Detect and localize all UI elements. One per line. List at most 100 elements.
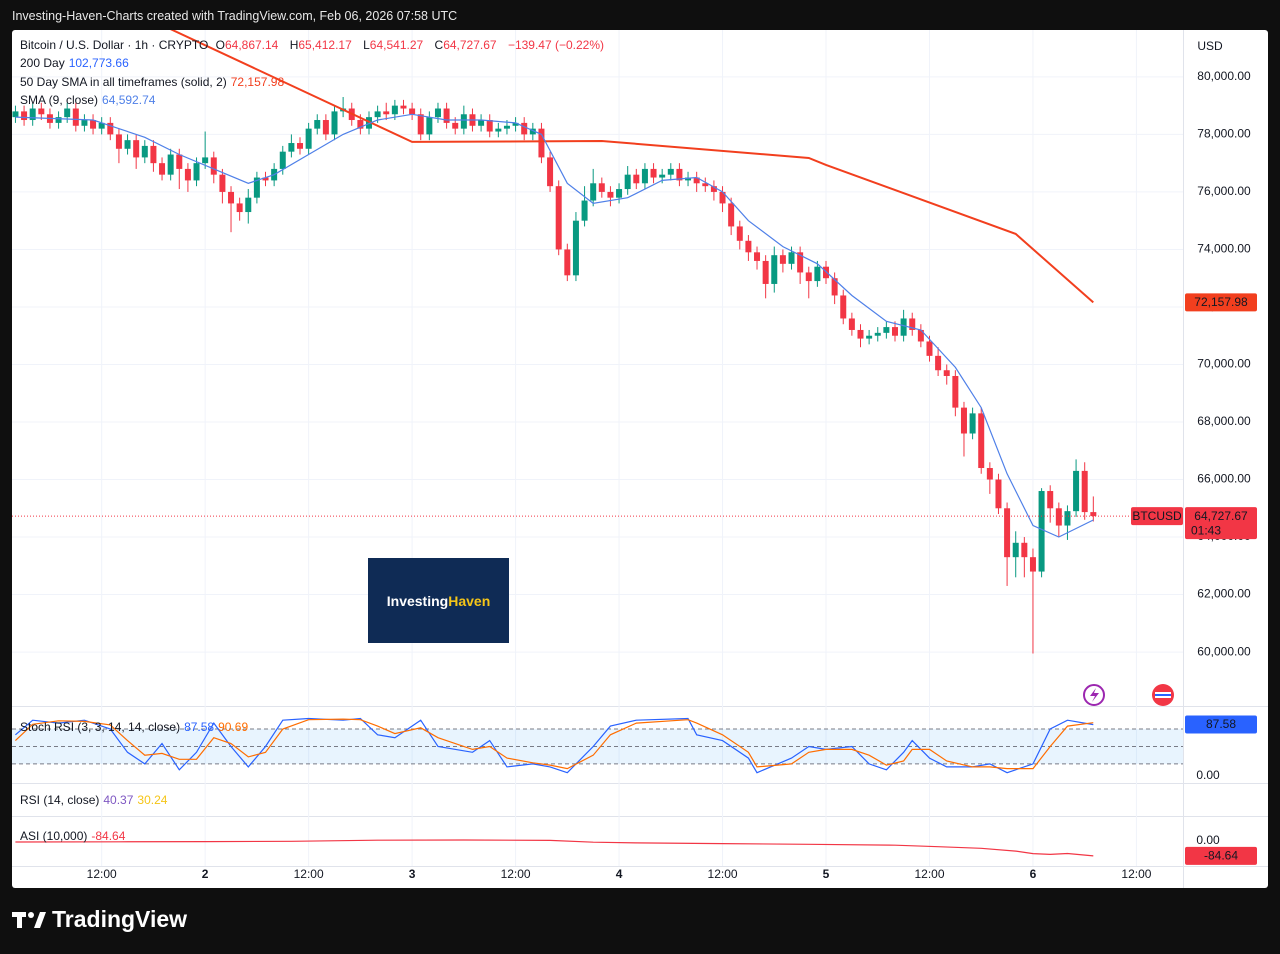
ohlc-key: O: [215, 38, 225, 52]
legend-value: 72,157.98: [230, 75, 285, 89]
pane-axis-label: 87.58: [1206, 717, 1236, 731]
y-tick-label: 60,000.00: [1197, 644, 1251, 658]
candle-body: [848, 318, 855, 330]
candle-body: [529, 128, 536, 135]
candle-body: [978, 413, 985, 469]
x-tick-label: 4: [616, 867, 623, 881]
candle-body: [12, 111, 19, 118]
y-tick-label: 70,000.00: [1197, 357, 1251, 371]
legend-row: 50 Day SMA in all timeframes (solid, 2) 7…: [20, 75, 288, 89]
candle-body: [184, 168, 191, 181]
candle-body: [374, 111, 381, 118]
candle-body: [38, 108, 45, 115]
line: [15, 839, 1094, 857]
symbol-box: [1131, 507, 1183, 526]
legend-row: SMA (9, close) 64,592.74: [20, 93, 159, 107]
logo-part: Investing: [386, 592, 449, 609]
candle-body: [547, 157, 554, 187]
candle-body: [1081, 470, 1088, 513]
pane-axis-label: -84.64: [1204, 849, 1238, 863]
currency: USD: [1197, 39, 1223, 53]
candle-body: [814, 266, 821, 282]
x-tick-label: 5: [823, 867, 830, 881]
candle-body: [1055, 508, 1062, 526]
candle-body: [572, 220, 579, 276]
candle-body: [478, 120, 485, 126]
x-tick-label: 12:00: [708, 867, 738, 881]
line: [15, 717, 1094, 774]
candle-body: [667, 168, 674, 175]
candle-body: [262, 177, 269, 181]
candle-body: [1064, 511, 1071, 526]
ohlc-value: 64,727.67: [443, 38, 497, 52]
ohlc: C64,727.67: [435, 38, 501, 52]
candle-body: [279, 151, 286, 169]
candle-body: [719, 191, 726, 204]
candle-body: [1004, 508, 1011, 558]
candle-body: [754, 252, 761, 261]
header-title: Investing-Haven-Charts created with Trad…: [12, 9, 458, 23]
candle-body: [115, 134, 122, 149]
rsi-legend: RSI (14, close) 40.37 30.24: [20, 793, 171, 807]
brand-name: TradingView: [52, 906, 188, 932]
ohlc: L64,541.27: [363, 38, 427, 52]
ohlc-value: 64,867.14: [224, 38, 279, 52]
candle-body: [331, 111, 338, 135]
legend-name: 200 Day: [20, 56, 65, 70]
candle-body: [1090, 512, 1097, 517]
candle-body: [710, 186, 717, 192]
ohlc-key: C: [434, 38, 444, 52]
candle-body: [564, 249, 571, 276]
candle-body: [943, 370, 950, 376]
candle-body: [797, 252, 804, 273]
candle-body: [64, 108, 71, 118]
candle-body: [736, 226, 743, 241]
candle-body: [1047, 491, 1054, 509]
candle-body: [460, 114, 467, 129]
candle-body: [503, 125, 510, 129]
line: [15, 113, 1094, 538]
legend-name: RSI (14, close): [20, 793, 100, 807]
candle-body: [72, 108, 79, 126]
candle-body: [443, 108, 450, 123]
candle-body: [159, 163, 166, 175]
stoch-legend: Stoch RSI (3, 3, 14, 14, close) 87.58 90.6…: [20, 720, 252, 734]
candle-body: [417, 114, 424, 135]
series-axis-label: 72,157.98: [1194, 295, 1248, 309]
candle-body: [495, 128, 502, 132]
line: [14, 718, 1094, 770]
candle-body: [745, 240, 752, 253]
candle-body: [176, 154, 183, 169]
legend-name: ASI (10,000): [20, 829, 88, 843]
candle-body: [917, 329, 924, 342]
candle-body: [650, 168, 657, 178]
candle-body: [1038, 491, 1045, 572]
ohlc-key: L: [363, 38, 370, 52]
candle-body: [857, 329, 864, 339]
candle-body: [685, 177, 692, 181]
candle-body: [228, 191, 235, 204]
candle-body: [866, 335, 873, 339]
candle-body: [512, 122, 519, 126]
candle-body: [253, 177, 260, 198]
last-price: 64,727.67: [1194, 509, 1248, 523]
icon-lightning: [1083, 684, 1105, 706]
candle-body: [219, 174, 226, 192]
ohlc-key: H: [289, 38, 299, 52]
legend-name: Stoch RSI (3, 3, 14, 14, close): [20, 720, 181, 734]
candle-body: [883, 327, 890, 333]
candle-body: [900, 318, 907, 336]
candle-body: [365, 117, 372, 129]
candle-body: [840, 295, 847, 319]
candle-body: [245, 197, 252, 213]
candle-body: [960, 407, 967, 434]
legend-value: 87.58: [184, 720, 215, 734]
candle-body: [107, 122, 114, 135]
candle-body: [314, 120, 321, 129]
candle-body: [29, 108, 36, 121]
candle-body: [779, 255, 786, 264]
last-price-box: [1185, 507, 1257, 540]
candle-body: [607, 191, 614, 198]
y-tick-label: 80,000.00: [1197, 69, 1251, 83]
